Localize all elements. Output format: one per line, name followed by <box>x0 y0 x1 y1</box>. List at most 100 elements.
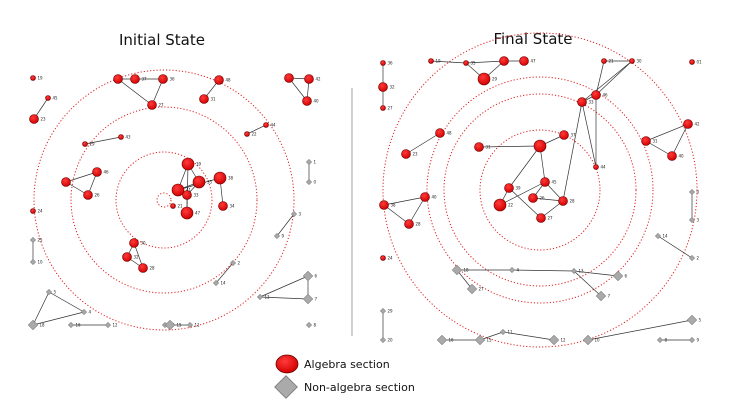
non-algebra-node-n11 <box>45 288 53 296</box>
node-label-a3: 23 <box>41 117 47 122</box>
edge-b14-b15 <box>645 123 689 142</box>
edge-m17-m18 <box>587 319 693 341</box>
node-label-a2: 45 <box>53 96 59 101</box>
non-algebra-node-m15 <box>499 328 507 336</box>
legend-non-algebra-marker <box>274 375 298 399</box>
node-label-m20: 9 <box>697 338 700 343</box>
algebra-node-b9 <box>601 58 607 64</box>
edge-m6-m8 <box>511 269 575 272</box>
algebra-node-a8 <box>214 75 224 85</box>
initial-ring-inner <box>115 151 213 249</box>
algebra-node-b13 <box>577 97 587 107</box>
legend-non-algebra-label: Non-algebra section <box>304 381 415 394</box>
non-algebra-node-n20 <box>305 321 313 329</box>
non-algebra-node-m1 <box>688 188 696 196</box>
non-algebra-node-n18 <box>164 319 176 331</box>
node-label-n11: 5 <box>54 290 57 295</box>
node-label-a24: 33 <box>194 193 200 198</box>
non-algebra-node-m2 <box>688 216 696 224</box>
non-algebra-node-m17 <box>582 334 594 346</box>
non-algebra-node-m19 <box>656 336 664 344</box>
edge-m8-m10 <box>573 270 602 297</box>
algebra-node-a23 <box>213 171 227 185</box>
algebra-node-a27 <box>129 238 139 248</box>
final-state-title: Final State <box>493 30 572 48</box>
algebra-node-a17 <box>92 167 102 177</box>
initial-ring-middle <box>70 106 258 294</box>
node-label-a15: 29 <box>90 142 96 147</box>
edge-n9-n10 <box>32 311 85 326</box>
node-label-b24: 39 <box>516 186 522 191</box>
node-label-a8: 48 <box>226 78 232 83</box>
node-label-m18: 5 <box>699 318 702 323</box>
algebra-node-a11 <box>304 74 314 84</box>
edge-a15-a16 <box>84 136 122 145</box>
algebra-node-a5 <box>130 74 140 84</box>
node-label-a27: 30 <box>141 241 147 246</box>
node-label-m3: 14 <box>663 234 669 239</box>
initial-state-title: Initial State <box>119 31 205 49</box>
edge-b24-b28 <box>508 187 542 219</box>
node-label-n20: 8 <box>314 323 317 328</box>
edge-b23-b25 <box>499 181 546 206</box>
algebra-node-a22 <box>171 183 185 197</box>
legend: Algebra section Non-algebra section <box>274 354 415 399</box>
edge-b19-b22 <box>478 145 541 148</box>
node-label-b3: 27 <box>388 106 394 111</box>
node-label-a22: 41 <box>186 188 192 193</box>
non-algebra-node-n2 <box>305 178 313 186</box>
node-label-a26: 34 <box>230 204 236 209</box>
node-label-b16: 40 <box>679 154 685 159</box>
edge-b29-b31 <box>408 196 426 225</box>
node-label-m5: 18 <box>464 268 470 273</box>
edge-n3-n4 <box>276 213 295 237</box>
non-algebra-node-m8 <box>570 267 578 275</box>
node-label-b18: 23 <box>413 152 419 157</box>
node-label-n4: 9 <box>282 234 285 239</box>
non-algebra-node-n6 <box>29 258 37 266</box>
algebra-node-a21 <box>192 175 206 189</box>
node-label-b27: 28 <box>570 199 576 204</box>
edge-a13-a14 <box>246 124 267 135</box>
algebra-node-b24 <box>504 183 514 193</box>
node-label-b8: 29 <box>492 77 498 82</box>
node-label-n2: 0 <box>314 180 317 185</box>
algebra-node-a12 <box>302 96 312 106</box>
node-label-m14: 15 <box>487 338 493 343</box>
non-algebra-node-m4 <box>688 254 696 262</box>
edge-b5-b6 <box>465 60 505 64</box>
node-label-n18: 15 <box>177 323 183 328</box>
algebra-node-a29 <box>138 263 148 273</box>
node-label-a29: 28 <box>150 266 156 271</box>
initial-rings <box>33 69 295 331</box>
algebra-node-b28 <box>536 213 546 223</box>
algebra-node-a20 <box>181 157 195 171</box>
algebra-node-b5 <box>463 60 469 66</box>
non-algebra-node-m10 <box>595 290 607 302</box>
algebra-node-b8 <box>477 72 491 86</box>
edge-b13-b27 <box>562 101 583 202</box>
algebra-node-a15 <box>82 141 88 147</box>
final-edges <box>382 60 693 341</box>
algebra-node-a13 <box>263 122 269 128</box>
node-label-b28: 27 <box>548 216 554 221</box>
edge-b30-b31 <box>383 204 410 225</box>
algebra-node-b26 <box>528 193 538 203</box>
legend-algebra-marker <box>275 354 299 374</box>
node-label-b30: 38 <box>391 203 397 208</box>
edge-b22-b24 <box>508 145 541 189</box>
non-algebra-node-n4 <box>273 232 281 240</box>
non-algebra-node-n14 <box>302 270 314 282</box>
node-label-b4: 19 <box>436 59 442 64</box>
algebra-node-a6 <box>158 74 168 84</box>
algebra-node-a31 <box>30 208 36 214</box>
non-algebra-node-n12 <box>256 293 264 301</box>
algebra-node-b16 <box>667 151 677 161</box>
non-algebra-node-m11 <box>379 307 387 315</box>
node-label-m6: 4 <box>517 268 520 273</box>
node-label-b13: 33 <box>589 100 595 105</box>
node-label-n9: 4 <box>89 310 92 315</box>
node-label-m16: 12 <box>561 338 567 343</box>
node-label-n17: 12 <box>113 323 119 328</box>
